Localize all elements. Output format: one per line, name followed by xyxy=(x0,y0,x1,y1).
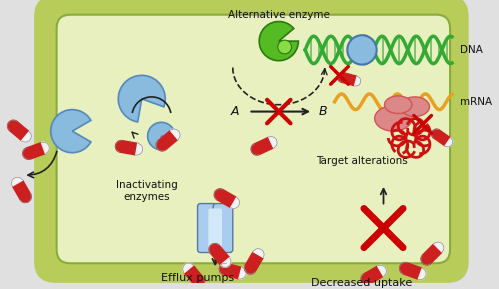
Text: mRNA: mRNA xyxy=(460,97,492,107)
Wedge shape xyxy=(7,120,17,131)
Wedge shape xyxy=(148,122,175,150)
Polygon shape xyxy=(341,73,357,86)
FancyBboxPatch shape xyxy=(34,0,469,283)
FancyBboxPatch shape xyxy=(56,15,450,263)
Wedge shape xyxy=(239,267,246,279)
Polygon shape xyxy=(120,141,138,155)
Wedge shape xyxy=(361,274,370,285)
Text: DNA: DNA xyxy=(460,45,483,55)
Wedge shape xyxy=(400,262,408,274)
Polygon shape xyxy=(158,130,178,149)
Wedge shape xyxy=(231,197,240,208)
Wedge shape xyxy=(418,268,426,280)
Polygon shape xyxy=(224,263,242,279)
Wedge shape xyxy=(245,265,255,274)
Polygon shape xyxy=(254,137,273,154)
Wedge shape xyxy=(183,263,193,273)
Wedge shape xyxy=(251,144,259,155)
Wedge shape xyxy=(355,76,361,86)
Polygon shape xyxy=(364,266,383,284)
Wedge shape xyxy=(259,22,298,61)
Wedge shape xyxy=(136,143,143,155)
Wedge shape xyxy=(11,177,22,186)
Ellipse shape xyxy=(375,106,412,131)
Text: Efflux pumps: Efflux pumps xyxy=(161,273,234,283)
Wedge shape xyxy=(269,137,277,148)
Text: A: A xyxy=(231,105,239,118)
Polygon shape xyxy=(9,122,29,141)
Polygon shape xyxy=(26,142,45,159)
Polygon shape xyxy=(434,130,451,146)
Wedge shape xyxy=(253,249,264,257)
Wedge shape xyxy=(118,75,165,122)
Text: Inactivating
enzymes: Inactivating enzymes xyxy=(116,180,178,202)
Wedge shape xyxy=(156,140,166,151)
Wedge shape xyxy=(23,148,31,159)
Wedge shape xyxy=(378,265,386,276)
Ellipse shape xyxy=(400,97,430,116)
Wedge shape xyxy=(445,138,453,147)
Wedge shape xyxy=(421,255,431,265)
Wedge shape xyxy=(171,129,180,139)
Wedge shape xyxy=(434,242,444,252)
Polygon shape xyxy=(211,246,230,265)
Wedge shape xyxy=(51,110,91,153)
FancyBboxPatch shape xyxy=(213,203,233,253)
Polygon shape xyxy=(246,252,263,271)
FancyBboxPatch shape xyxy=(198,203,217,253)
Wedge shape xyxy=(20,194,31,203)
Polygon shape xyxy=(217,190,237,208)
Wedge shape xyxy=(432,129,440,138)
Circle shape xyxy=(278,40,291,54)
Wedge shape xyxy=(194,277,205,287)
Polygon shape xyxy=(12,180,30,200)
Wedge shape xyxy=(338,73,344,82)
Wedge shape xyxy=(21,132,31,142)
Polygon shape xyxy=(184,265,203,285)
Wedge shape xyxy=(221,258,231,267)
Text: B: B xyxy=(318,105,327,118)
Polygon shape xyxy=(423,244,442,263)
Polygon shape xyxy=(404,263,422,279)
Text: Alternative enzyme: Alternative enzyme xyxy=(228,10,330,20)
Text: Target alterations: Target alterations xyxy=(316,155,408,166)
FancyBboxPatch shape xyxy=(208,208,222,248)
Wedge shape xyxy=(220,263,227,275)
Wedge shape xyxy=(115,140,122,152)
Wedge shape xyxy=(41,142,49,153)
Text: Decreased uptake: Decreased uptake xyxy=(311,278,413,288)
Wedge shape xyxy=(209,244,220,253)
Ellipse shape xyxy=(385,96,412,114)
Wedge shape xyxy=(214,189,223,200)
Circle shape xyxy=(347,35,377,65)
